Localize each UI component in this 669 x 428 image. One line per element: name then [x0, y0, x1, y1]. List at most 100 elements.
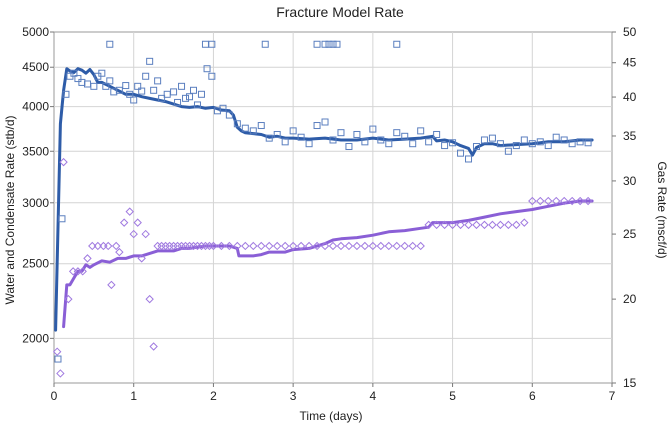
condensate-rate-point: [186, 93, 194, 101]
gas-rate-point: [149, 342, 158, 351]
gas-rate-point: [137, 254, 146, 263]
y2-tick-label: 25: [623, 227, 637, 241]
condensate-rate-point: [321, 118, 329, 126]
condensate-rate-point: [289, 127, 297, 135]
condensate-rate-point: [170, 88, 178, 96]
condensate-rate-point: [134, 82, 142, 90]
series-layer: [52, 40, 594, 378]
condensate-rate-point: [504, 147, 512, 155]
condensate-rate-point: [552, 133, 560, 141]
condensate-rate-point: [568, 140, 576, 148]
condensate-rate-point: [58, 215, 66, 223]
y-axis-left-title: Water and Condensate Rate (stb/d): [3, 116, 17, 305]
gas-rate-point: [103, 241, 113, 251]
gas-rate-point: [384, 241, 394, 251]
condensate-rate-point: [249, 127, 257, 135]
condensate-rate-point: [126, 90, 134, 98]
y-tick-label: 3000: [22, 196, 49, 210]
y-tick-label: 2500: [22, 257, 49, 271]
gas-rate-point: [88, 241, 97, 251]
y2-tick-label: 20: [623, 292, 637, 306]
gas-rate-point: [83, 254, 92, 263]
gas-rate-point: [265, 241, 274, 251]
condensate-rate-point: [265, 134, 273, 142]
gas-rate-point: [448, 220, 457, 230]
condensate-rate-point: [401, 132, 409, 140]
gas-rate-line: [62, 199, 594, 329]
gas-rate-point: [360, 241, 370, 251]
gas-rate-point: [520, 218, 529, 227]
condensate-rate-point: [182, 94, 190, 102]
condensate-rate-point: [512, 142, 520, 150]
condensate-rate-point: [219, 104, 227, 112]
condensate-rate-point: [393, 40, 401, 48]
condensate-rate-point: [154, 77, 162, 85]
gas-rate-point: [352, 241, 362, 251]
x-axis-title: Time (days): [300, 409, 363, 423]
condensate-rate-point: [233, 120, 241, 128]
series-2: [106, 40, 401, 48]
y-axis-right-title: Gas Rate (mscf/d): [655, 161, 669, 258]
condensate-rate-point: [584, 139, 592, 147]
condensate-rate-point: [208, 72, 216, 80]
condensate-rate-point: [178, 82, 186, 90]
condensate-rate-point: [208, 40, 216, 48]
condensate-rate-point: [488, 134, 496, 142]
gas-rate-point: [133, 218, 142, 227]
condensate-rate-point: [273, 130, 281, 138]
condensate-rate-point: [480, 136, 488, 144]
y-tick-label: 4000: [22, 100, 49, 114]
gas-rate-point: [280, 241, 290, 251]
x-tick-label: 0: [51, 389, 58, 403]
gas-rate-point: [328, 241, 338, 251]
condensate-rate-point: [225, 111, 233, 119]
gas-rate-point: [320, 241, 330, 251]
gas-rate-point: [496, 220, 505, 230]
gas-rate-point: [551, 196, 561, 206]
condensate-rate-point: [369, 125, 377, 133]
gas-rate-point: [488, 220, 497, 230]
condensate-rate-point: [353, 130, 361, 138]
gas-rate-point: [567, 196, 577, 206]
condensate-rate-point: [90, 82, 98, 90]
condensate-rate-point: [98, 69, 106, 77]
gas-rate-point: [416, 241, 425, 251]
y-tick-label: 3500: [22, 144, 49, 158]
plot-area: [53, 31, 613, 384]
gas-rate-point: [225, 241, 234, 251]
condensate-rate-point: [377, 136, 385, 144]
gas-rate-point: [440, 220, 449, 230]
condensate-rate-point: [472, 143, 480, 151]
gas-rate-point: [504, 220, 513, 230]
condensate-rate-point: [333, 40, 341, 48]
gas-rate-point: [145, 294, 154, 304]
condensate-rate-point: [102, 82, 110, 90]
gas-rate-point: [408, 241, 417, 251]
condensate-rate-point: [70, 69, 78, 77]
condensate-rate-point: [74, 75, 82, 83]
condensate-rate-point: [138, 87, 146, 95]
gas-rate-point: [141, 229, 150, 239]
condensate-rate-point: [193, 101, 201, 109]
gas-rate-point: [392, 241, 401, 251]
condensate-rate-point: [337, 129, 345, 137]
gas-rate-point: [217, 241, 226, 251]
gas-rate-point: [304, 241, 314, 251]
condensate-rate-point: [329, 136, 337, 144]
condensate-rate-point: [528, 140, 536, 148]
series-3: [62, 199, 594, 329]
condensate-rate-point: [190, 86, 197, 94]
x-tick-label: 5: [449, 389, 456, 403]
gas-rate-point: [209, 241, 218, 251]
condensate-rate-point: [496, 140, 504, 148]
x-tick-label: 6: [529, 389, 536, 403]
condensate-rate-point: [457, 149, 465, 157]
condensate-rate-point: [130, 96, 138, 104]
condensate-rate-point: [425, 138, 433, 146]
x-tick-label: 4: [370, 389, 377, 403]
gas-rate-point: [512, 220, 521, 230]
y2-tick-label: 50: [623, 25, 637, 39]
y2-tick-label: 15: [623, 376, 637, 390]
y2-tick-label: 40: [623, 90, 637, 104]
gas-rate-point: [336, 241, 346, 251]
